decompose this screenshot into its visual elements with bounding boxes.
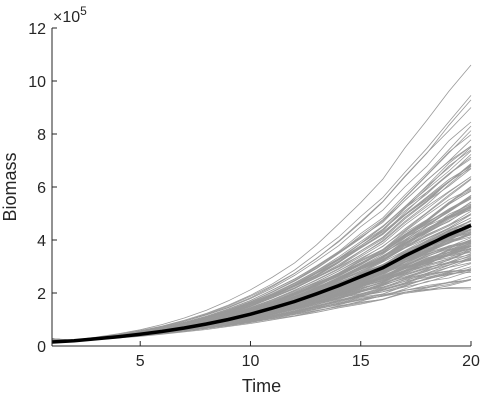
mean-line	[51, 223, 472, 344]
x-axis-ticks: 5 10 15 20	[136, 341, 480, 370]
simulation-line	[51, 64, 472, 342]
y-tick-label: 4	[37, 233, 46, 250]
y-tick-label: 0	[37, 339, 46, 356]
y-tick-label: 6	[37, 180, 46, 197]
y-axis-label: Biomass	[0, 152, 20, 221]
x-tick-label: 5	[136, 353, 145, 370]
mean-trajectory-layer	[51, 223, 472, 344]
simulation-line	[51, 209, 472, 342]
x-tick-label: 10	[242, 353, 260, 370]
y-tick-label: 2	[37, 286, 46, 303]
y-tick-label: 10	[28, 74, 46, 91]
simulation-line	[51, 95, 472, 341]
x-tick-label: 15	[352, 353, 370, 370]
simulation-trajectories	[51, 64, 472, 343]
simulation-line	[51, 121, 472, 343]
x-tick-label: 20	[462, 353, 480, 370]
x-axis-label: Time	[242, 376, 281, 396]
y-tick-label: 8	[37, 127, 46, 144]
exponent-power: 5	[80, 4, 87, 18]
y-axis-exponent: ×105	[53, 4, 87, 26]
y-axis-ticks: 0 2 4 6 8 10 12	[28, 21, 57, 356]
y-tick-label: 12	[28, 21, 46, 38]
exponent-base: ×10	[53, 9, 80, 26]
simulation-line	[51, 234, 472, 342]
